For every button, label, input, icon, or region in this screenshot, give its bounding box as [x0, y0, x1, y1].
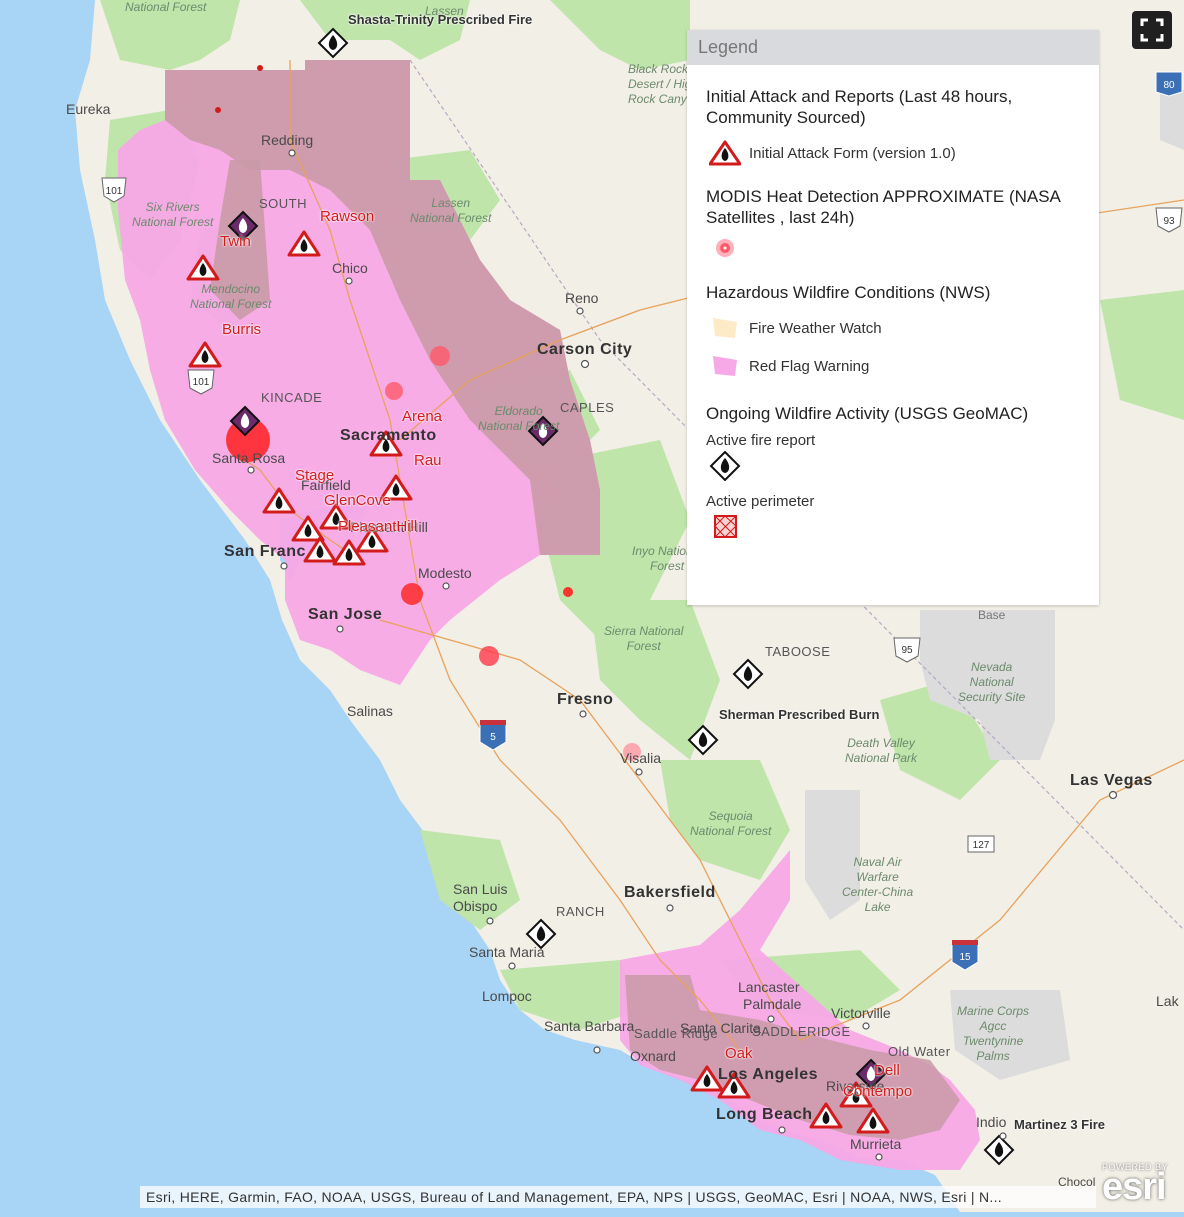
legend-section-title: Hazardous Wildfire Conditions (NWS) — [706, 283, 991, 302]
heat-dot — [215, 107, 221, 113]
svg-text:95: 95 — [901, 645, 913, 656]
active-fire-marker[interactable] — [527, 415, 559, 447]
initial-attack-marker[interactable] — [186, 254, 220, 281]
initial-attack-marker[interactable] — [355, 526, 389, 553]
legend-section-title: Ongoing Wildfire Activity (USGS GeoMAC) — [706, 404, 1029, 423]
highway-shield: 15 — [951, 940, 979, 971]
initial-attack-marker[interactable] — [717, 1072, 751, 1099]
legend-item — [713, 510, 1099, 544]
heat-dot — [563, 587, 573, 597]
legend-item — [709, 449, 1099, 483]
initial-attack-marker[interactable] — [287, 230, 321, 257]
initial-attack-marker[interactable] — [379, 474, 413, 501]
esri-wordmark: esri — [1102, 1166, 1167, 1208]
initial-attack-marker[interactable] — [839, 1081, 873, 1108]
legend-item: Initial Attack Form (version 1.0) — [709, 134, 1099, 172]
legend-item-label: Red Flag Warning — [749, 357, 870, 375]
initial-attack-marker[interactable] — [809, 1102, 843, 1129]
initial-attack-marker[interactable] — [291, 515, 325, 542]
city-dots — [247, 149, 1118, 1161]
legend-section-title: Initial Attack and Reports (Last 48 hour… — [706, 87, 1013, 127]
legend-section-title: MODIS Heat Detection APPROXIMATE (NASA S… — [706, 187, 1060, 227]
initial-attack-marker[interactable] — [319, 503, 353, 530]
svg-text:101: 101 — [106, 186, 123, 197]
esri-logo[interactable]: POWERED BY esri — [1098, 1160, 1178, 1208]
svg-text:15: 15 — [959, 952, 971, 963]
red-flag-warning-swatch — [713, 356, 737, 376]
fullscreen-icon — [1140, 18, 1164, 42]
restricted-areas — [805, 90, 1184, 1080]
initial-attack-marker[interactable] — [188, 341, 222, 368]
initial-attack-marker[interactable] — [369, 430, 403, 457]
legend-panel: Legend Initial Attack and Reports (Last … — [687, 30, 1099, 605]
fire-weather-overlap-south — [625, 975, 960, 1140]
heat-dot — [430, 346, 450, 366]
active-fire-marker[interactable] — [525, 918, 557, 950]
initial-attack-marker[interactable] — [856, 1107, 890, 1134]
highway-shield: 127 — [967, 835, 995, 853]
legend-title: Legend — [687, 30, 1099, 65]
active-fire-marker[interactable] — [732, 658, 764, 690]
initial-attack-marker[interactable] — [303, 536, 337, 563]
initial-attack-marker[interactable] — [262, 487, 296, 514]
highway-shield: 101 — [101, 177, 127, 203]
legend-item: Fire Weather Watch — [709, 309, 1099, 347]
heat-dot-icon — [716, 239, 734, 257]
legend-item — [709, 228, 1099, 268]
geomac-layer — [227, 27, 1015, 1166]
svg-text:127: 127 — [973, 840, 990, 851]
highway-shield: 5 — [479, 720, 507, 751]
highway-shield: 80 — [1155, 71, 1183, 97]
active-perimeter-icon — [714, 515, 737, 538]
legend-item: Red Flag Warning — [709, 347, 1099, 385]
highway-shield: 101 — [187, 369, 215, 395]
legend-item-label: Initial Attack Form (version 1.0) — [749, 144, 956, 162]
active-fire-marker[interactable] — [855, 1058, 887, 1090]
highway-shield: 95 — [893, 637, 921, 663]
active-fire-marker[interactable] — [983, 1134, 1015, 1166]
initial-attack-layer — [186, 230, 890, 1134]
fire-weather-overlap-north — [165, 60, 600, 555]
active-fire-diamond-icon — [709, 451, 741, 481]
svg-text:80: 80 — [1163, 80, 1175, 91]
map-attribution[interactable]: Esri, HERE, Garmin, FAO, NOAA, USGS, Bur… — [140, 1186, 1096, 1208]
legend-item-label: Active perimeter — [706, 493, 815, 510]
initial-attack-triangle-icon — [709, 140, 741, 166]
modis-heat-layer — [215, 65, 641, 761]
highway-shields: 101 101 80 93 95 127 5 15 — [101, 71, 1183, 971]
heat-dot — [401, 583, 423, 605]
heat-dot — [226, 418, 270, 462]
fire-weather-watch-swatch — [713, 318, 737, 338]
state-border — [409, 59, 1184, 931]
legend-item-label: Active fire report — [706, 432, 816, 449]
powered-by-label: POWERED BY — [1102, 1162, 1169, 1172]
active-fire-marker[interactable] — [687, 724, 719, 756]
active-fire-marker[interactable] — [229, 405, 261, 437]
highway-shield: 93 — [1155, 207, 1183, 233]
initial-attack-marker[interactable] — [332, 539, 366, 566]
active-fire-marker[interactable] — [317, 27, 349, 59]
initial-attack-marker[interactable] — [690, 1065, 724, 1092]
fullscreen-button[interactable] — [1132, 11, 1172, 49]
svg-text:93: 93 — [1163, 216, 1175, 227]
heat-dot — [623, 743, 641, 761]
active-fire-marker[interactable] — [227, 210, 259, 242]
heat-dot — [257, 65, 263, 71]
svg-text:101: 101 — [193, 377, 210, 388]
svg-text:5: 5 — [490, 732, 496, 743]
legend-item-label: Fire Weather Watch — [749, 319, 882, 337]
heat-dot — [479, 646, 499, 666]
heat-dot — [385, 382, 403, 400]
